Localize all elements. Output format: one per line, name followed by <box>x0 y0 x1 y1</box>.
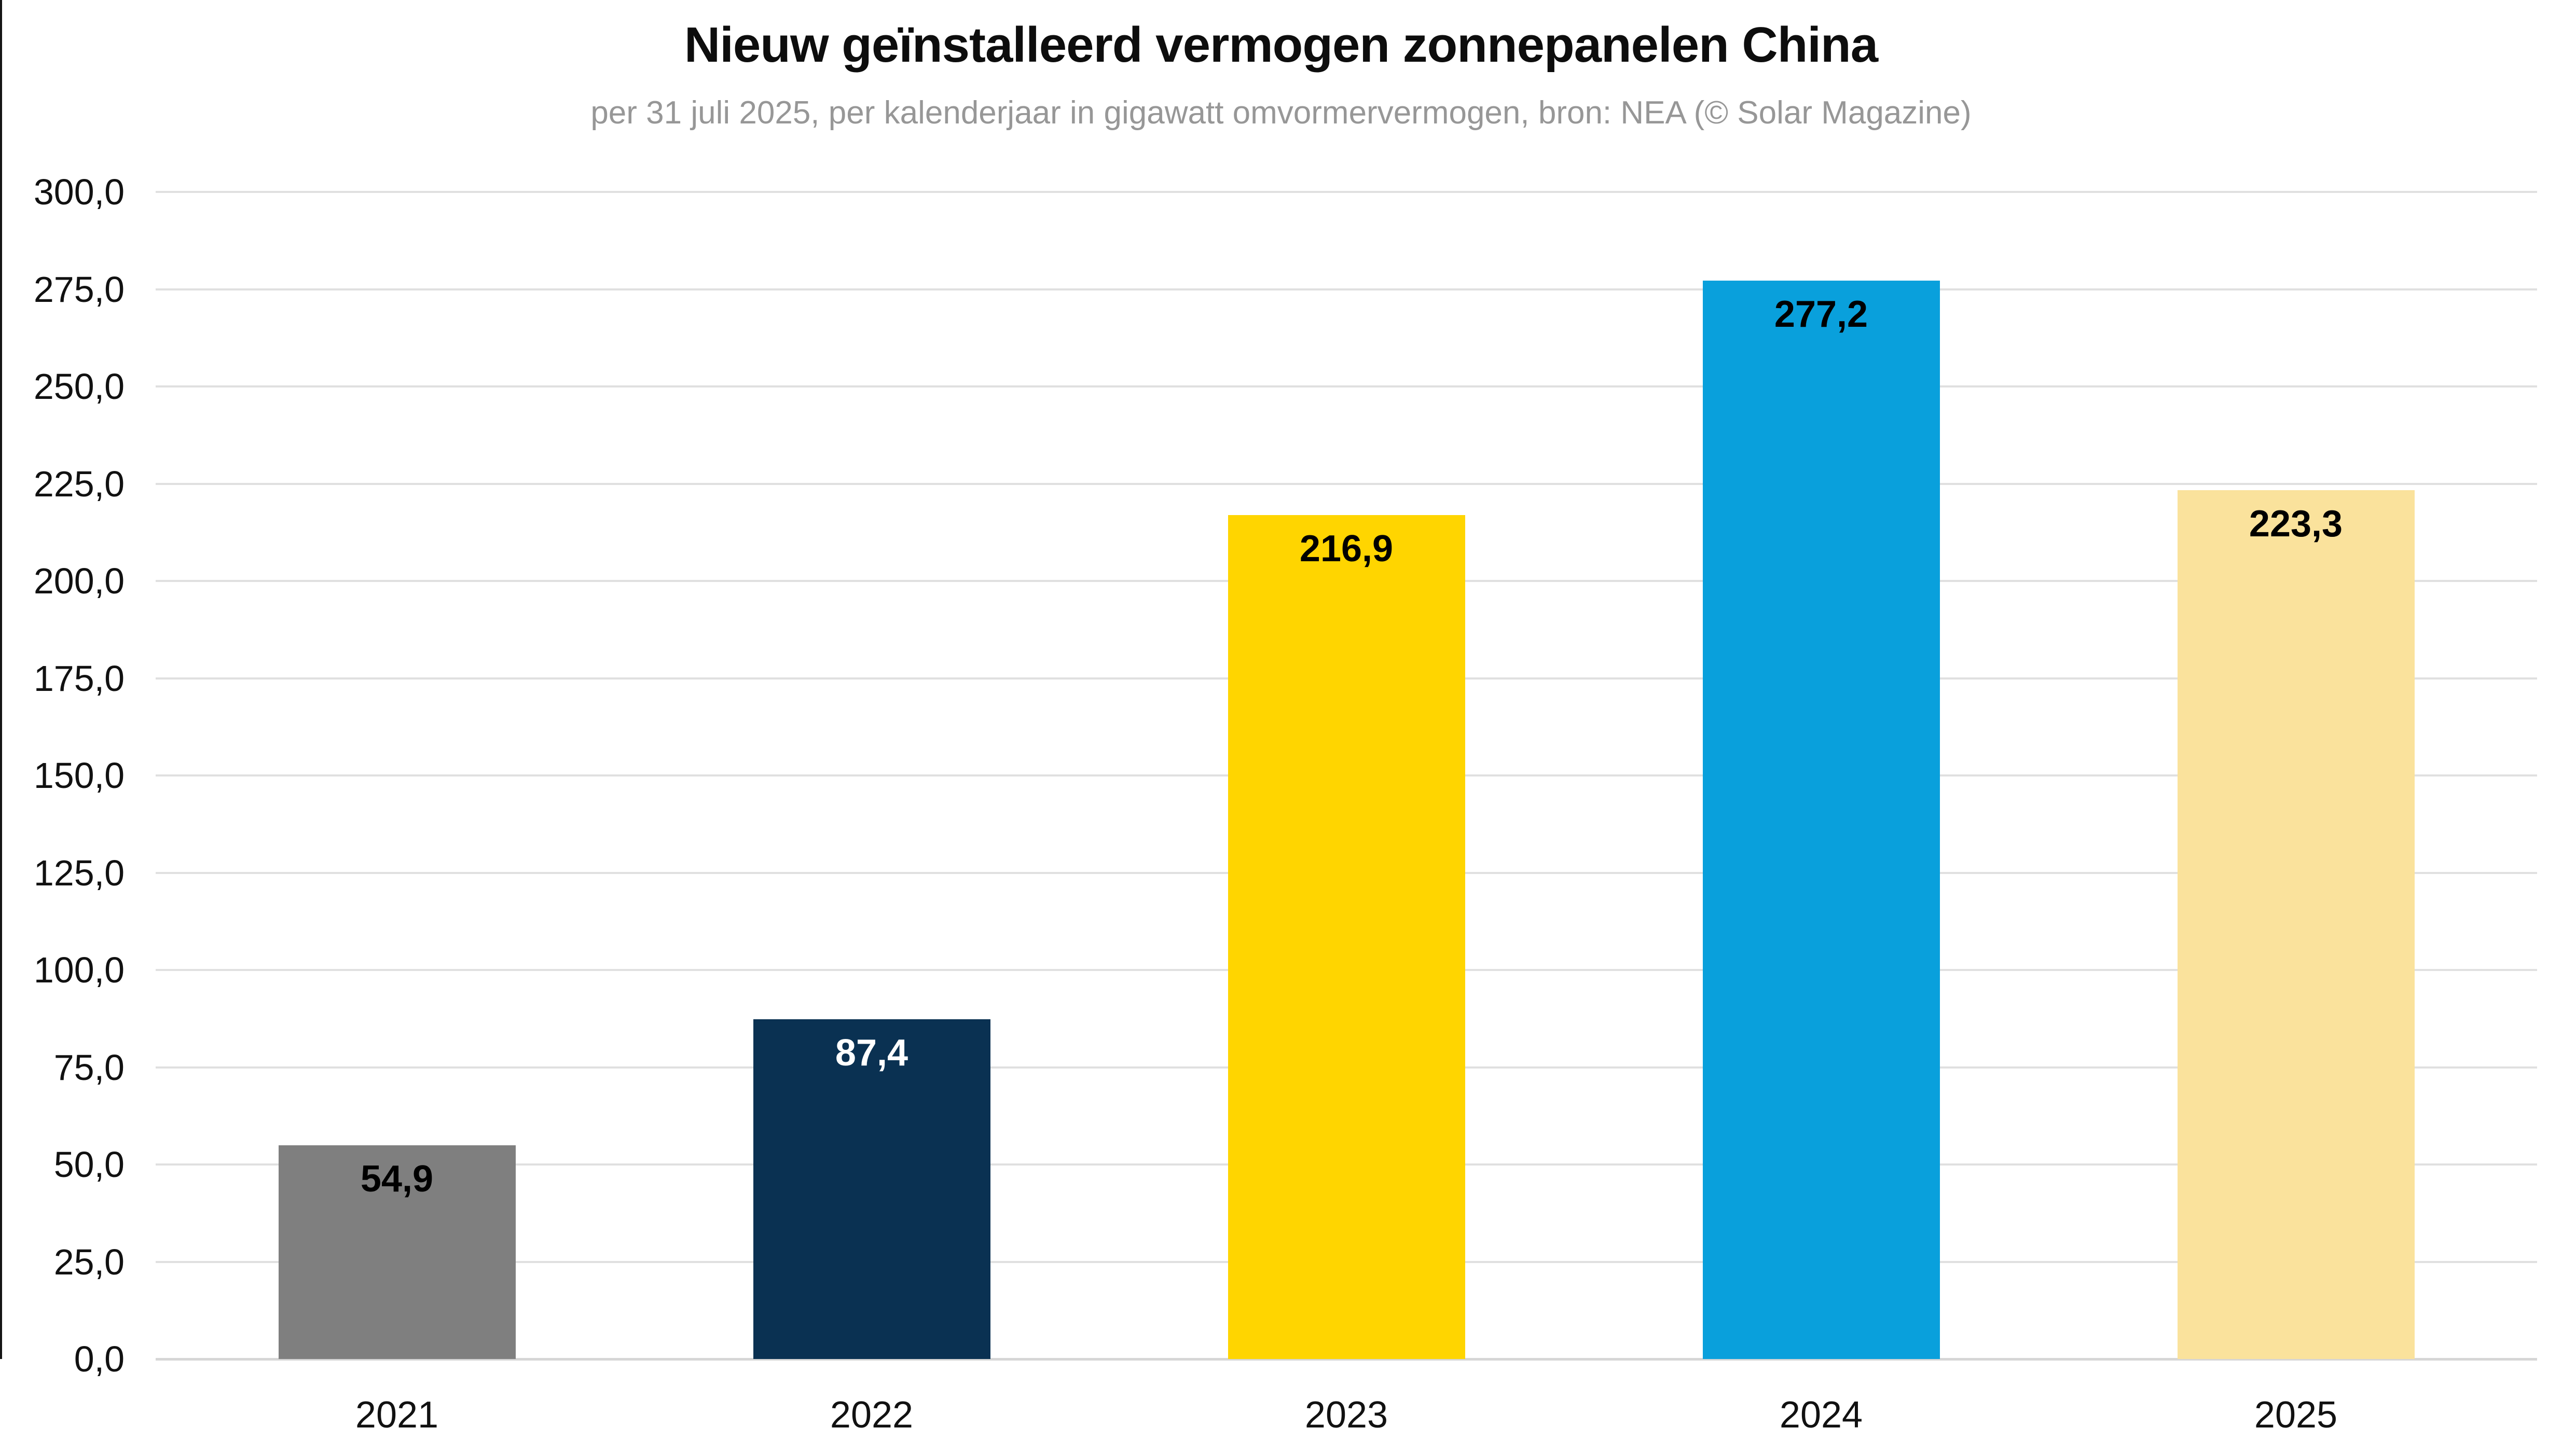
bar-value-label-2022: 87,4 <box>835 1032 908 1074</box>
bar-value-label-2025: 223,3 <box>2249 503 2343 545</box>
bar-2024: 277,2 <box>1702 281 1940 1359</box>
y-tick-label-0,0: 0,0 <box>74 1339 125 1379</box>
y-tick-label-175,0: 175,0 <box>33 658 125 699</box>
gridline-0,0 <box>156 1358 2537 1361</box>
x-tick-label-2021: 2021 <box>355 1394 439 1436</box>
x-tick-label-2022: 2022 <box>830 1394 914 1436</box>
bar-value-label-2024: 277,2 <box>1774 294 1868 335</box>
gridline-250,0 <box>156 385 2537 387</box>
y-tick-label-25,0: 25,0 <box>53 1241 125 1282</box>
y-tick-label-75,0: 75,0 <box>53 1047 125 1088</box>
chart-subtitle: per 31 juli 2025, per kalenderjaar in gi… <box>590 95 1972 131</box>
left-edge-line <box>0 0 2 1359</box>
gridline-225,0 <box>156 482 2537 485</box>
y-tick-label-50,0: 50,0 <box>53 1144 125 1185</box>
y-tick-label-250,0: 250,0 <box>33 366 125 407</box>
bar-value-label-2023: 216,9 <box>1299 528 1394 570</box>
y-tick-label-150,0: 150,0 <box>33 755 125 796</box>
bar-2021: 54,9 <box>278 1145 516 1359</box>
y-tick-label-100,0: 100,0 <box>33 950 125 990</box>
y-tick-label-300,0: 300,0 <box>33 172 125 212</box>
y-tick-label-225,0: 225,0 <box>33 463 125 504</box>
bar-2023: 216,9 <box>1228 515 1465 1359</box>
bar-2022: 87,4 <box>753 1019 990 1359</box>
bar-value-label-2021: 54,9 <box>360 1158 434 1200</box>
chart-title: Nieuw geïnstalleerd vermogen zonnepanele… <box>684 17 1878 73</box>
x-tick-label-2023: 2023 <box>1304 1394 1388 1436</box>
x-tick-label-2024: 2024 <box>1779 1394 1863 1436</box>
gridline-275,0 <box>156 288 2537 290</box>
y-tick-label-275,0: 275,0 <box>33 269 125 310</box>
gridline-300,0 <box>156 191 2537 193</box>
bar-2025: 223,3 <box>2177 490 2415 1359</box>
y-tick-label-125,0: 125,0 <box>33 852 125 893</box>
x-tick-label-2025: 2025 <box>2254 1394 2338 1436</box>
y-tick-label-200,0: 200,0 <box>33 561 125 601</box>
plot-area: 54,9 87,4 216,9 277,2 223,3 <box>156 191 2537 1361</box>
